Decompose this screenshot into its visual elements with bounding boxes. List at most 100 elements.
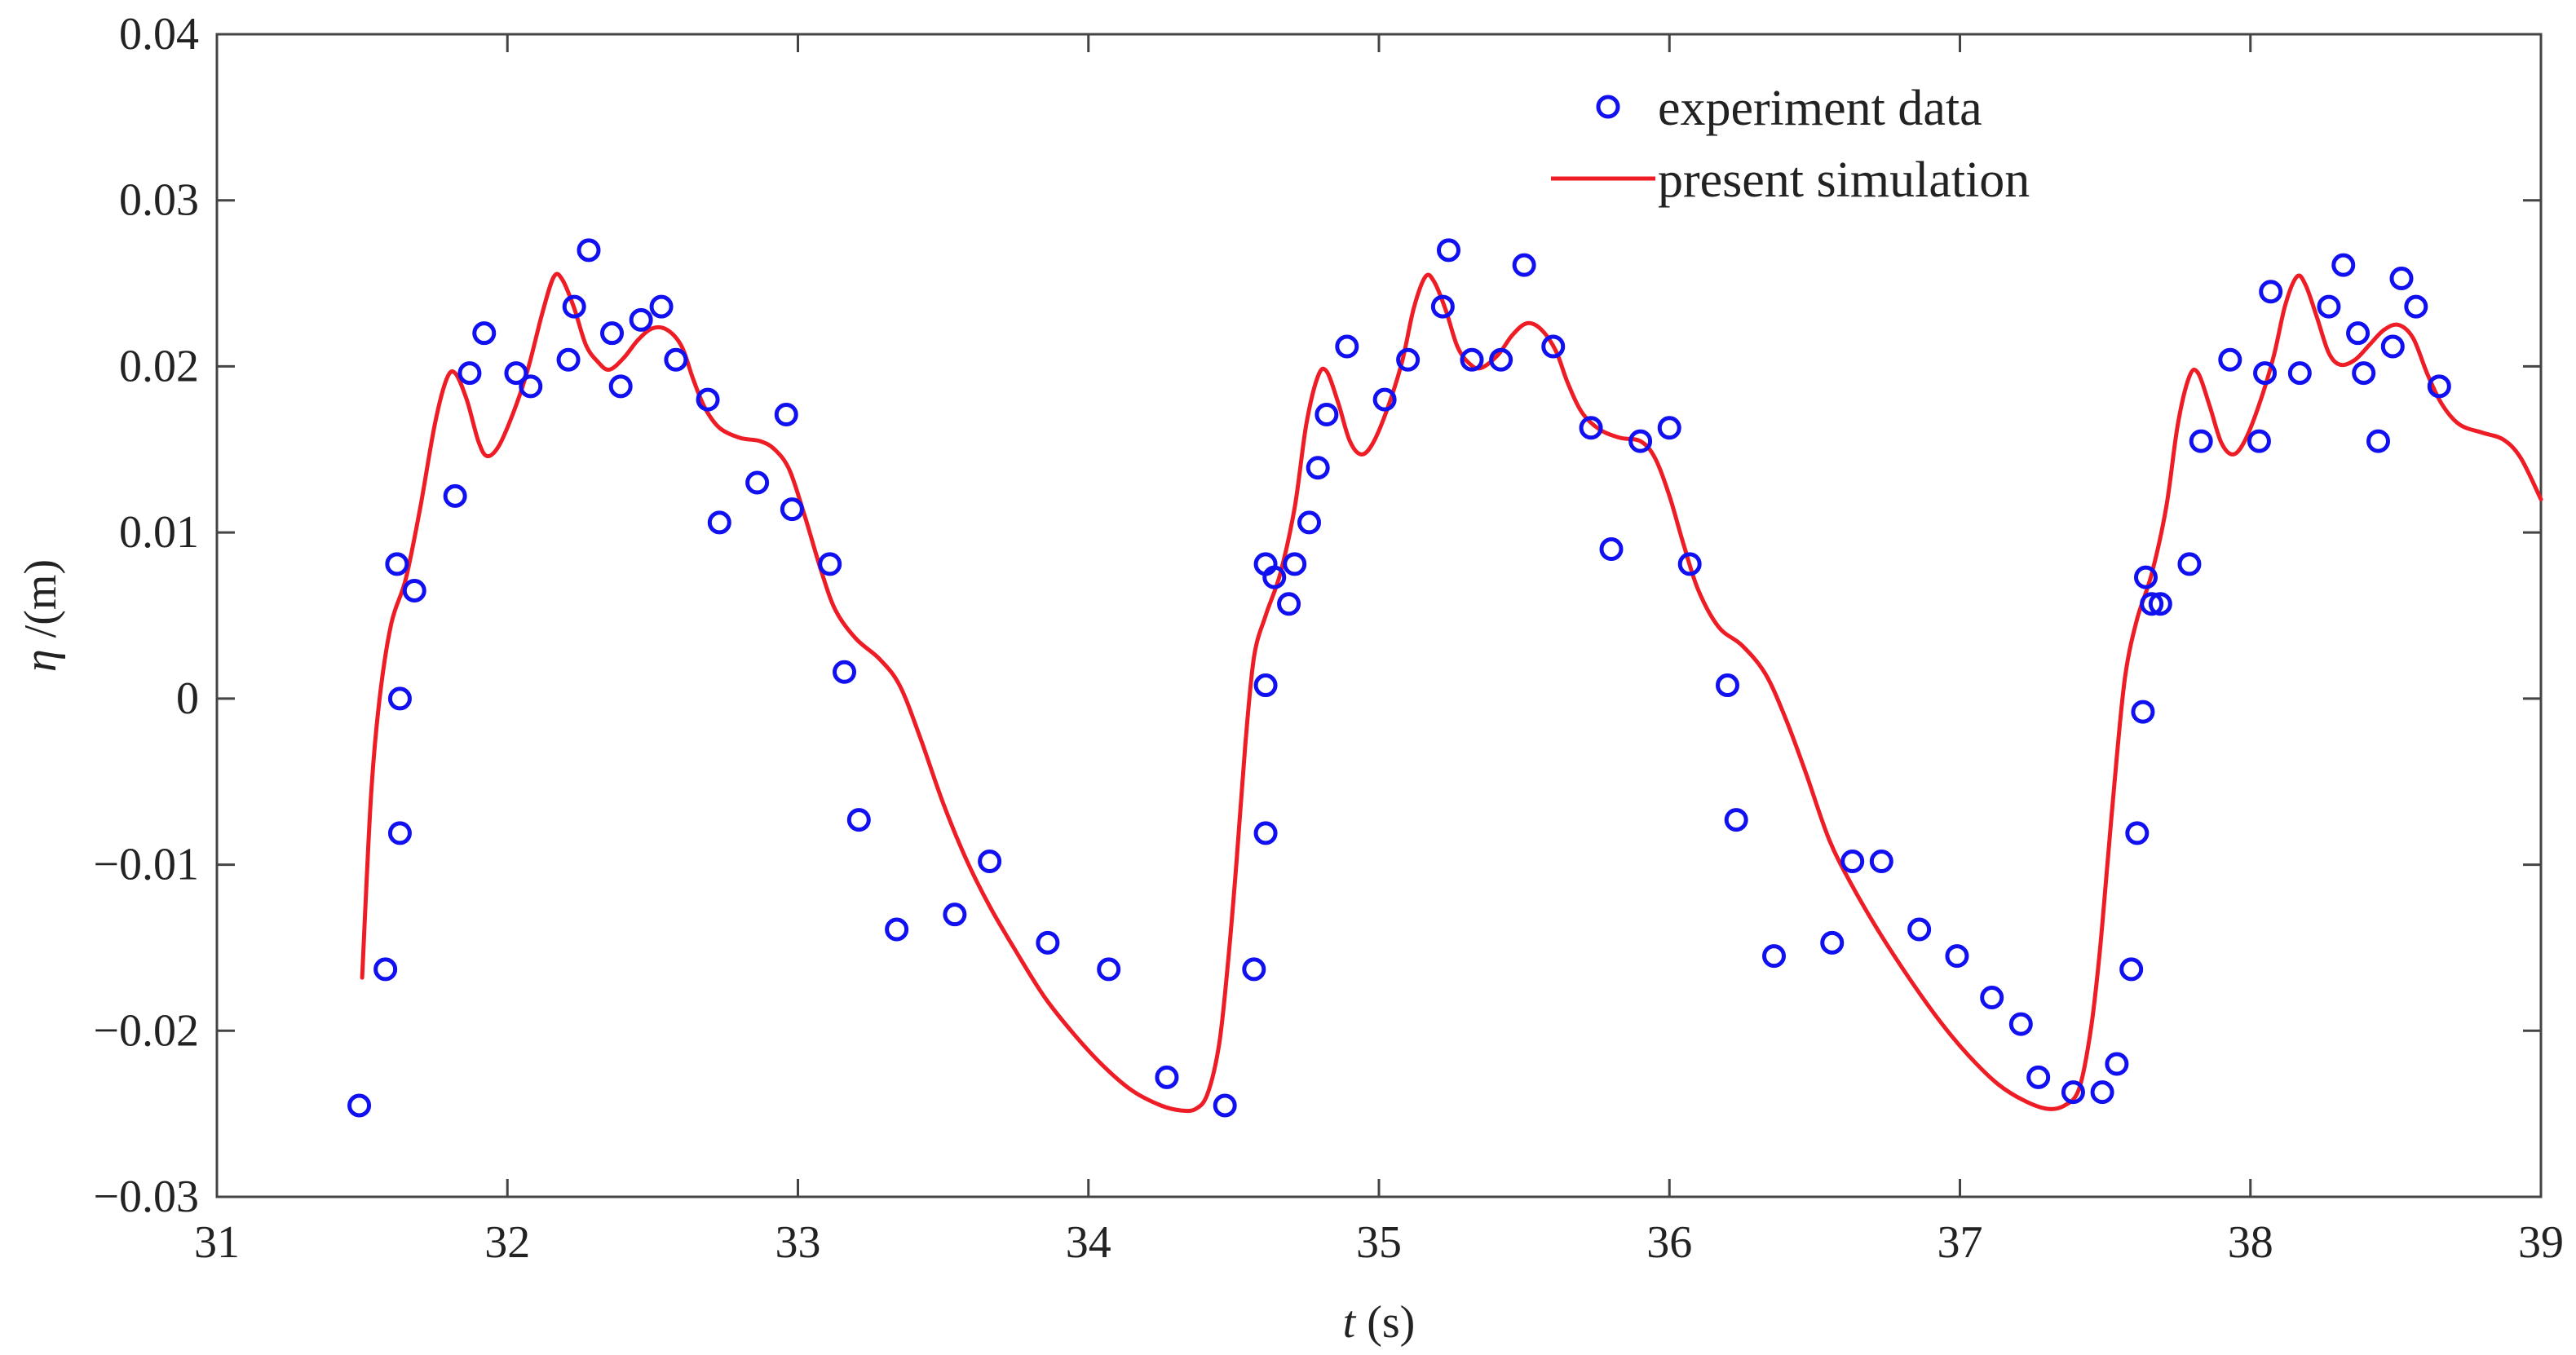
x-tick-label: 33 — [775, 1217, 821, 1268]
x-tick-label: 35 — [1356, 1217, 1402, 1268]
experiment-data-point — [696, 387, 720, 412]
series-line-present-simulation — [360, 271, 2543, 1114]
experiment-data-point — [978, 849, 1002, 873]
experiment-data-point — [2090, 1080, 2114, 1105]
experiment-data-point — [1396, 347, 1421, 372]
y-axis-label-unit: /(m) — [15, 559, 66, 649]
experiment-data-point — [504, 361, 528, 386]
x-tick-label: 39 — [2518, 1217, 2564, 1268]
experiment-data-point — [1335, 334, 1359, 359]
y-tick-label: 0 — [176, 673, 199, 724]
experiment-data-point — [1277, 592, 1301, 616]
experiment-data-point — [2352, 361, 2376, 386]
plot-area-frame — [215, 33, 2543, 1198]
x-tick-label: 38 — [2228, 1217, 2273, 1268]
experiment-data-point — [2026, 1065, 2051, 1089]
y-axis-tick-labels: −0.03 −0.02 −0.01 0 0.01 0.02 0.03 0.04 — [93, 9, 199, 1222]
y-tick-label: 0.02 — [119, 341, 199, 391]
y-tick-label: −0.01 — [93, 840, 199, 890]
experiment-data-point — [1762, 944, 1786, 969]
experiment-data-point — [780, 497, 804, 522]
experiment-data-point — [2427, 374, 2451, 399]
experiment-data-point — [387, 686, 412, 711]
y-tick-label: 0.01 — [119, 507, 199, 558]
experiment-data-point — [1283, 552, 1307, 576]
x-tick-label: 34 — [1066, 1217, 1111, 1268]
experiment-data-point — [1628, 429, 1653, 453]
y-axis-label-var: η — [15, 649, 66, 672]
experiment-data-point — [1262, 565, 1287, 589]
experiment-data-point — [387, 821, 412, 845]
experiment-data-point — [2131, 700, 2155, 724]
x-tick-label: 32 — [484, 1217, 530, 1268]
x-tick-label: 37 — [1938, 1217, 1983, 1268]
experiment-data-point — [2177, 552, 2202, 576]
experiment-data-point — [472, 321, 497, 346]
experiment-data-point — [1242, 957, 1266, 982]
experiment-data-point — [2346, 321, 2371, 346]
y-tick-label: 0.03 — [119, 175, 199, 226]
y-tick-label: 0.04 — [119, 9, 199, 60]
experiment-data-point — [1155, 1065, 1179, 1089]
experiment-data-point — [1315, 403, 1339, 427]
experiment-data-point — [2119, 957, 2144, 982]
legend: experiment data present simulation — [1551, 81, 2030, 208]
y-axis-ticks — [217, 33, 2541, 1198]
experiment-data-point — [457, 361, 482, 386]
experiment-data-point — [1097, 957, 1121, 982]
experiment-data-point — [1869, 849, 1893, 873]
experiment-data-point — [1677, 552, 1702, 576]
experiment-data-point — [385, 552, 409, 576]
experiment-data-point — [2259, 280, 2283, 304]
experiment-data-point — [2253, 361, 2278, 386]
experiment-data-point — [2317, 294, 2341, 319]
experiment-data-point — [2125, 821, 2150, 845]
experiment-data-point — [373, 957, 398, 982]
experiment-data-point — [347, 1093, 372, 1118]
x-axis-label: t (s) — [1343, 1297, 1416, 1348]
experiment-data-point — [2218, 347, 2242, 372]
experiment-data-point — [1945, 944, 1969, 969]
experiment-data-point — [1306, 456, 1330, 480]
experiment-data-point — [1716, 673, 1739, 698]
experiment-data-point — [402, 578, 426, 602]
experiment-data-point — [443, 483, 467, 508]
experiment-data-point — [1460, 347, 1484, 372]
experiment-data-point — [577, 238, 601, 263]
experiment-data-point — [2061, 1080, 2085, 1105]
x-axis-tick-labels: 31 32 33 34 35 36 37 38 39 — [194, 1217, 2564, 1268]
experiment-data-point — [608, 374, 633, 399]
experiment-data-point — [1980, 986, 2004, 1010]
experiment-data-point — [2140, 592, 2164, 616]
experiment-data-point — [1430, 294, 1455, 319]
experiment-data-point — [1489, 347, 1513, 372]
y-tick-label: −0.02 — [93, 1005, 199, 1056]
experiment-data-point — [2404, 294, 2428, 319]
experiment-data-point — [1724, 808, 1748, 832]
experiment-data-point — [519, 374, 543, 399]
experiment-data-point — [1599, 537, 1624, 562]
experiment-data-point — [2134, 565, 2158, 589]
legend-label-experiment-data: experiment data — [1658, 81, 1982, 136]
y-tick-label: −0.03 — [93, 1172, 199, 1222]
experiment-data-point — [2148, 592, 2172, 616]
x-axis-label-var: t — [1343, 1297, 1357, 1348]
experiment-data-point — [885, 917, 909, 942]
simulation-series — [360, 271, 2543, 1114]
experiment-data-point — [833, 660, 856, 684]
experiment-data-point — [707, 510, 731, 535]
x-axis-label-unit: (s) — [1355, 1297, 1415, 1348]
experiment-data-point — [2287, 361, 2312, 386]
x-axis-ticks — [215, 34, 2543, 1197]
experiment-data-point — [600, 321, 624, 346]
experiment-data-point — [2247, 429, 2271, 453]
experiment-data-point — [1907, 917, 1932, 942]
experiment-data-point — [2008, 1012, 2033, 1036]
x-tick-label: 36 — [1646, 1217, 1692, 1268]
experiment-data-point — [1820, 930, 1845, 955]
legend-label-present-simulation: present simulation — [1658, 152, 2030, 208]
experiment-data-point — [1840, 849, 1865, 873]
experiment-data-point — [1372, 387, 1397, 412]
